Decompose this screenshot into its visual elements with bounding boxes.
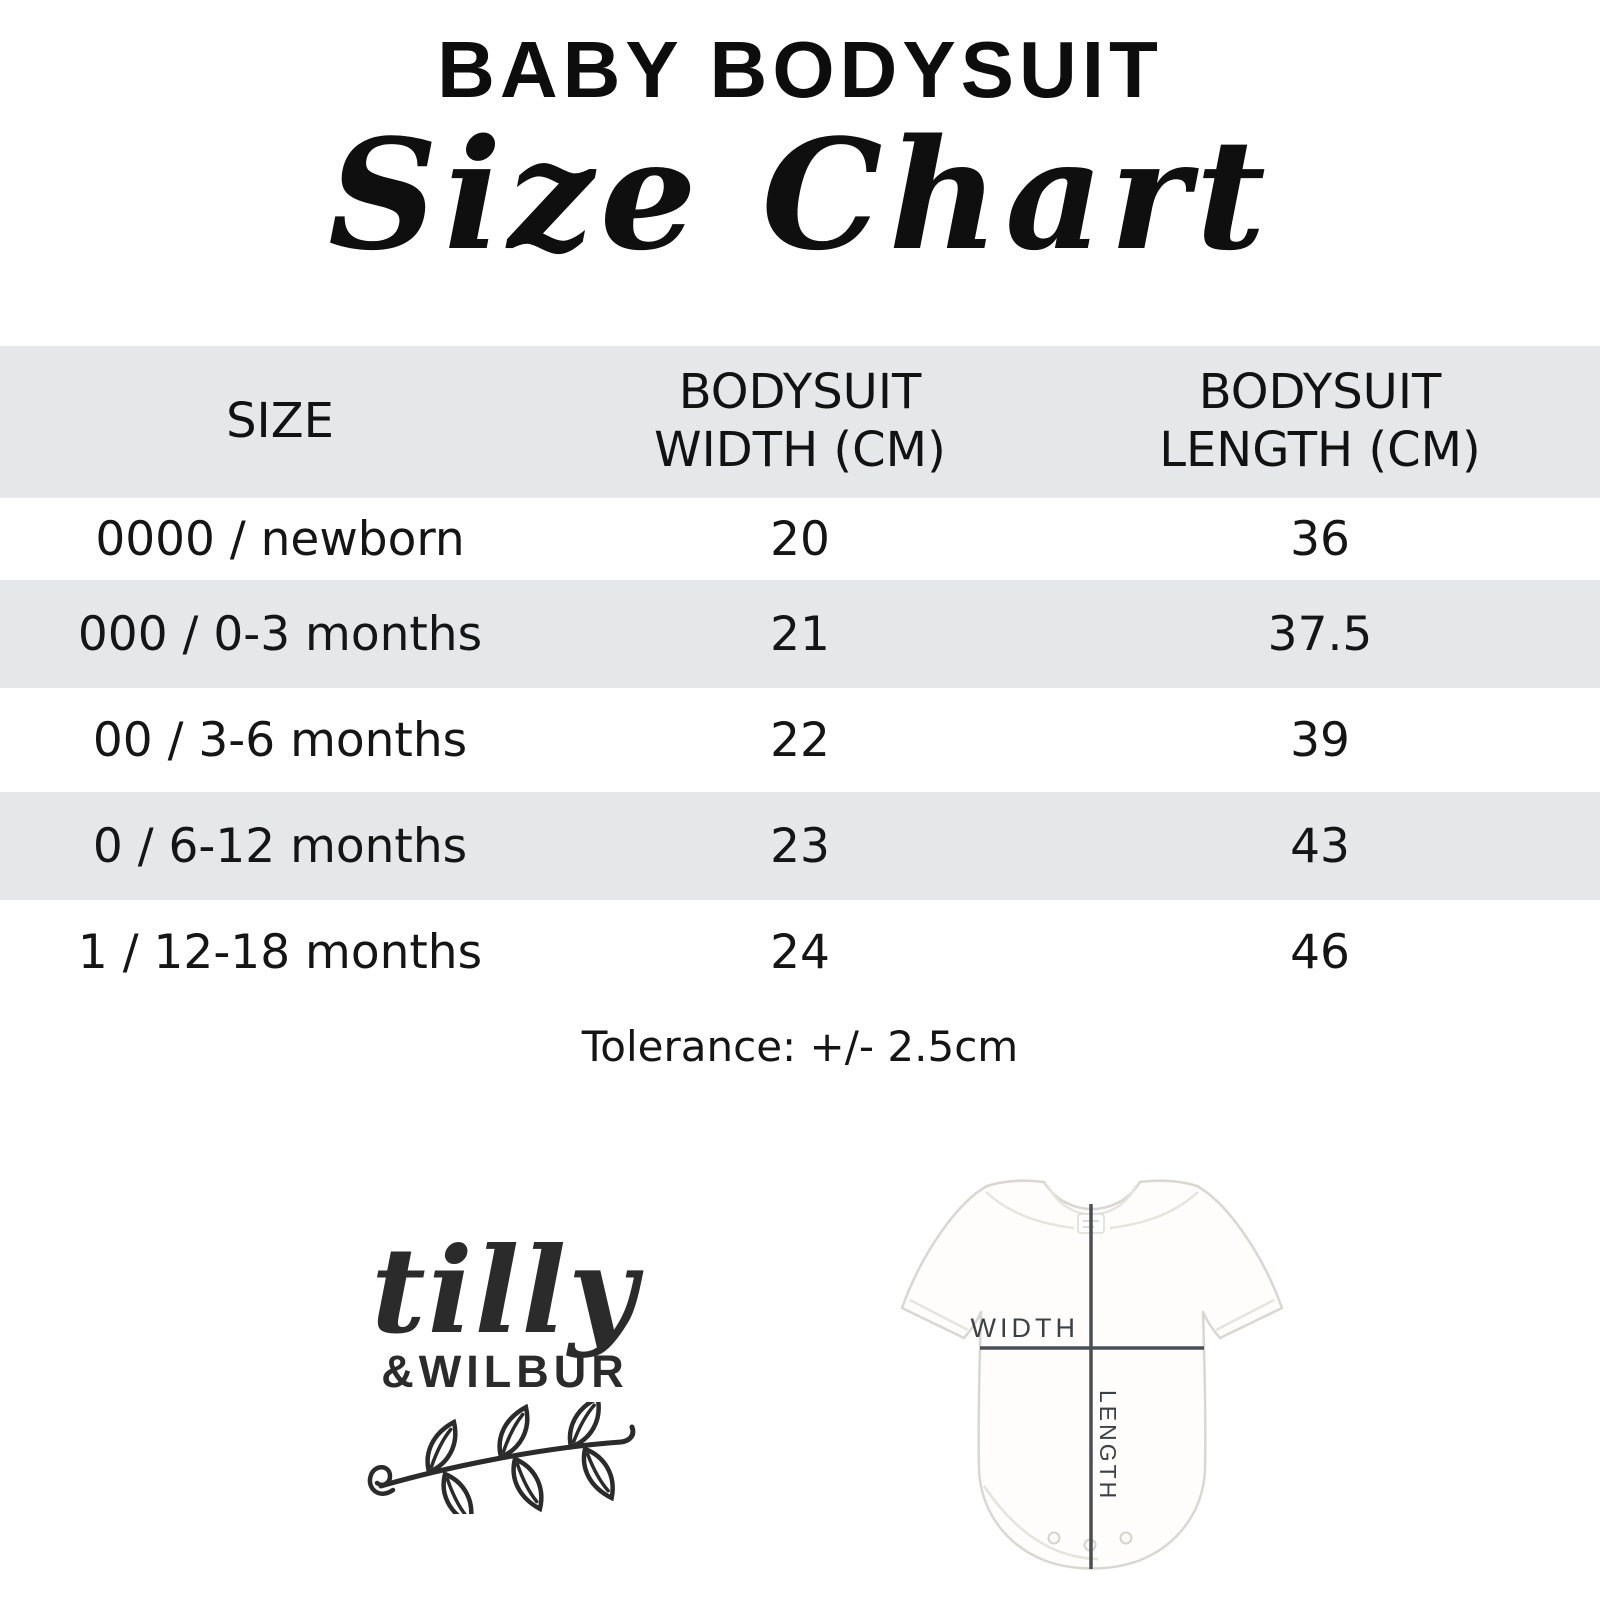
width-cell: 23 bbox=[770, 818, 830, 874]
column-header-length: BODYSUIT LENGTH (CM) bbox=[1159, 364, 1481, 478]
table-header-row: SIZE BODYSUIT WIDTH (CM) BODYSUIT LENGTH… bbox=[0, 346, 1600, 498]
size-cell: 0000 / newborn bbox=[95, 511, 465, 567]
length-cell: 36 bbox=[1290, 511, 1350, 567]
page-subtitle-script: Size Chart bbox=[328, 105, 1272, 284]
size-cell: 000 / 0-3 months bbox=[77, 606, 483, 662]
width-cell: 24 bbox=[770, 924, 830, 980]
brand-logo: tilly &WILBUR bbox=[330, 1226, 680, 1519]
column-header-size: SIZE bbox=[226, 393, 334, 450]
brand-name-caps: &WILBUR bbox=[381, 1345, 629, 1397]
length-cell: 39 bbox=[1290, 712, 1350, 768]
size-cell: 1 / 12-18 months bbox=[77, 924, 483, 980]
length-cell: 46 bbox=[1290, 924, 1350, 980]
width-cell: 20 bbox=[770, 511, 830, 567]
table-row: 000 / 0-3 months 21 37.5 bbox=[0, 580, 1600, 688]
width-cell: 21 bbox=[770, 606, 830, 662]
leaf-branch-icon bbox=[367, 1402, 635, 1514]
length-cell: 37.5 bbox=[1267, 606, 1373, 662]
bodysuit-illustration: WIDTH LENGTH bbox=[900, 1179, 1284, 1570]
tolerance-note: Tolerance: +/- 2.5cm bbox=[581, 1022, 1019, 1071]
table-row: 00 / 3-6 months 22 39 bbox=[0, 688, 1600, 792]
page-title: BABY BODYSUIT bbox=[437, 25, 1163, 114]
table-row: 1 / 12-18 months 24 46 bbox=[0, 900, 1600, 1004]
length-cell: 43 bbox=[1290, 818, 1350, 874]
length-label: LENGTH bbox=[1095, 1390, 1121, 1501]
width-cell: 22 bbox=[770, 712, 830, 768]
bodysuit-diagram: WIDTH LENGTH bbox=[872, 1138, 1312, 1600]
brand-name-script: tilly bbox=[371, 1221, 639, 1360]
size-cell: 0 / 6-12 months bbox=[92, 818, 468, 874]
width-label: WIDTH bbox=[971, 1313, 1079, 1343]
size-table: SIZE BODYSUIT WIDTH (CM) BODYSUIT LENGTH… bbox=[0, 346, 1600, 1004]
table-row: 0000 / newborn 20 36 bbox=[0, 498, 1600, 580]
table-row: 0 / 6-12 months 23 43 bbox=[0, 792, 1600, 900]
column-header-width: BODYSUIT WIDTH (CM) bbox=[654, 364, 946, 478]
size-cell: 00 / 3-6 months bbox=[92, 712, 468, 768]
